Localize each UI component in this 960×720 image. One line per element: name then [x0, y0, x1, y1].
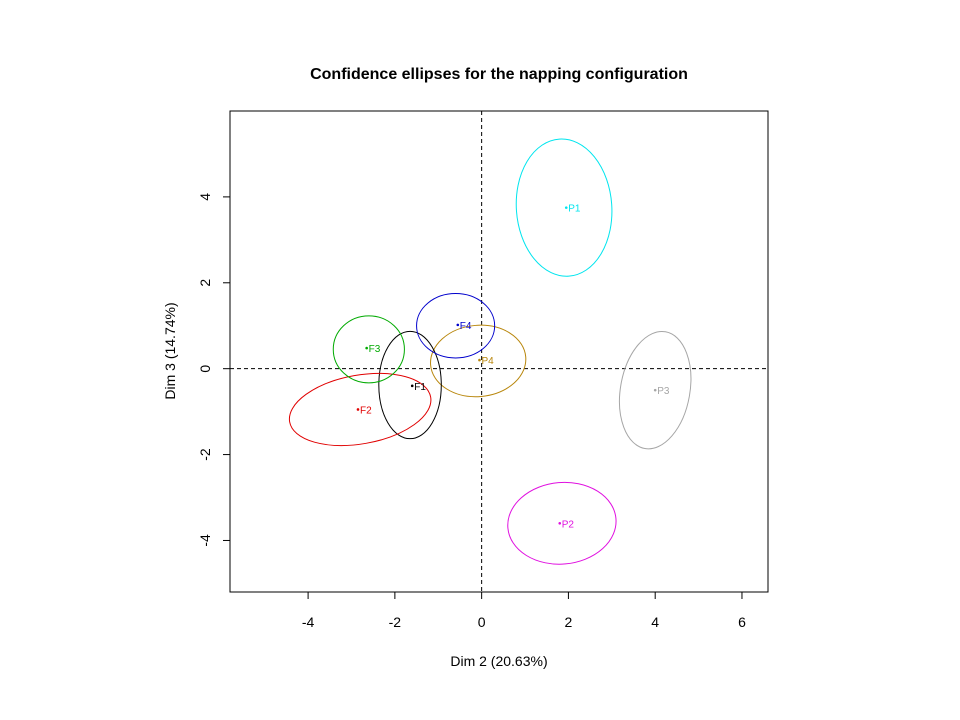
x-tick-label: -4 [302, 614, 315, 630]
x-tick-label: 2 [565, 614, 573, 630]
point-label-p1: P1 [568, 204, 581, 215]
x-tick-label: 4 [651, 614, 659, 630]
y-tick-label: 4 [197, 193, 213, 201]
x-axis-label: Dim 2 (20.63%) [450, 653, 547, 669]
confidence-ellipses [288, 138, 692, 565]
point-f2 [356, 408, 360, 411]
point-label-p4: P4 [481, 356, 494, 367]
y-tick-label: -4 [197, 534, 213, 547]
ellipse-p4 [430, 324, 527, 398]
point-f4 [456, 323, 460, 327]
x-axis: -4 -2 0 2 4 6 [302, 591, 746, 630]
ellipse-f3 [332, 315, 405, 384]
point-label-p3: P3 [657, 386, 670, 397]
y-tick-label: 2 [197, 279, 213, 287]
y-axis-label: Dim 3 (14.74%) [162, 302, 178, 399]
x-tick-label: -2 [389, 614, 402, 630]
point-label-f2: F2 [360, 405, 372, 416]
ellipse-p2 [507, 481, 617, 565]
point-label-f1: F1 [414, 382, 426, 393]
y-tick-label: -2 [197, 448, 213, 461]
plot-frame [229, 110, 769, 593]
ellipse-f1 [378, 330, 442, 440]
ellipse-f2 [288, 372, 432, 447]
point-p1 [564, 206, 568, 209]
x-tick-label: 0 [478, 614, 486, 630]
data-points: P1 P2 P3 P4 F1 F2 F3 F4 [356, 204, 670, 530]
y-axis: -4 -2 0 2 4 [197, 193, 231, 547]
point-label-p2: P2 [562, 519, 575, 530]
x-tick-label: 6 [738, 614, 746, 630]
ellipse-p3 [618, 330, 692, 450]
point-f3 [365, 346, 368, 350]
point-p4 [478, 358, 481, 362]
ellipse-p1 [515, 138, 613, 277]
y-tick-label: 0 [197, 365, 213, 373]
point-p2 [558, 521, 562, 525]
point-f1 [410, 384, 414, 388]
reference-lines [230, 111, 768, 592]
ellipse-f4 [416, 293, 496, 359]
point-label-f3: F3 [369, 344, 381, 355]
point-label-f4: F4 [460, 321, 472, 332]
point-p3 [653, 388, 657, 392]
chart-title: Confidence ellipses for the napping conf… [310, 66, 688, 83]
